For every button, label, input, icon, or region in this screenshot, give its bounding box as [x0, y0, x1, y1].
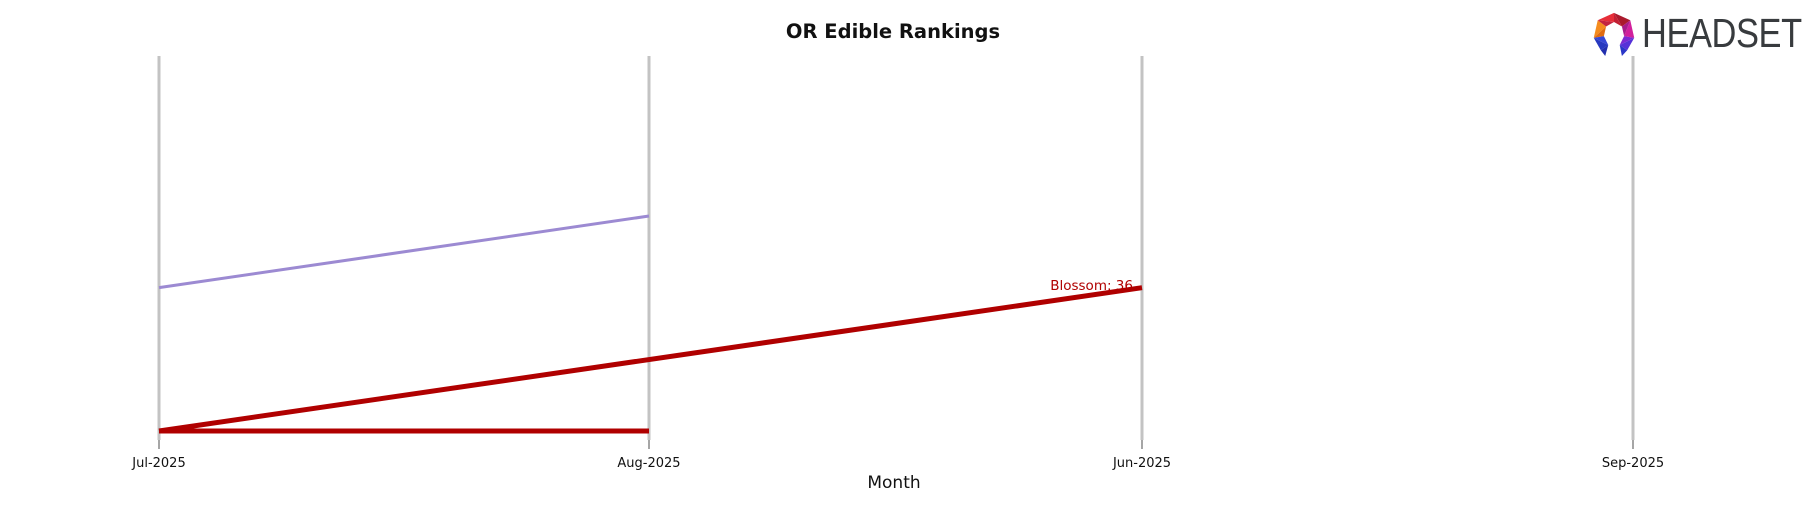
x-axis-label: Month	[867, 473, 921, 493]
x-tick-label-jul-2025: Jul-2025	[132, 456, 186, 471]
x-tick-label-aug-2025: Aug-2025	[617, 456, 681, 471]
x-tick-label-sep-2025: Sep-2025	[1601, 456, 1665, 471]
chart-title: OR Edible Rankings	[785, 20, 1001, 43]
series-line-unlabeled-purple-series	[158, 214, 650, 290]
series-end-label-blossom: Blossom: 36	[1050, 277, 1133, 294]
headset-logo-icon	[1593, 12, 1635, 56]
series-line-blossom	[158, 285, 1143, 434]
x-tick-label-jun-2025: Jun-2025	[1112, 456, 1172, 471]
headset-logo: HEADSET	[1592, 10, 1818, 57]
headset-logo-text: HEADSET	[1642, 10, 1802, 56]
